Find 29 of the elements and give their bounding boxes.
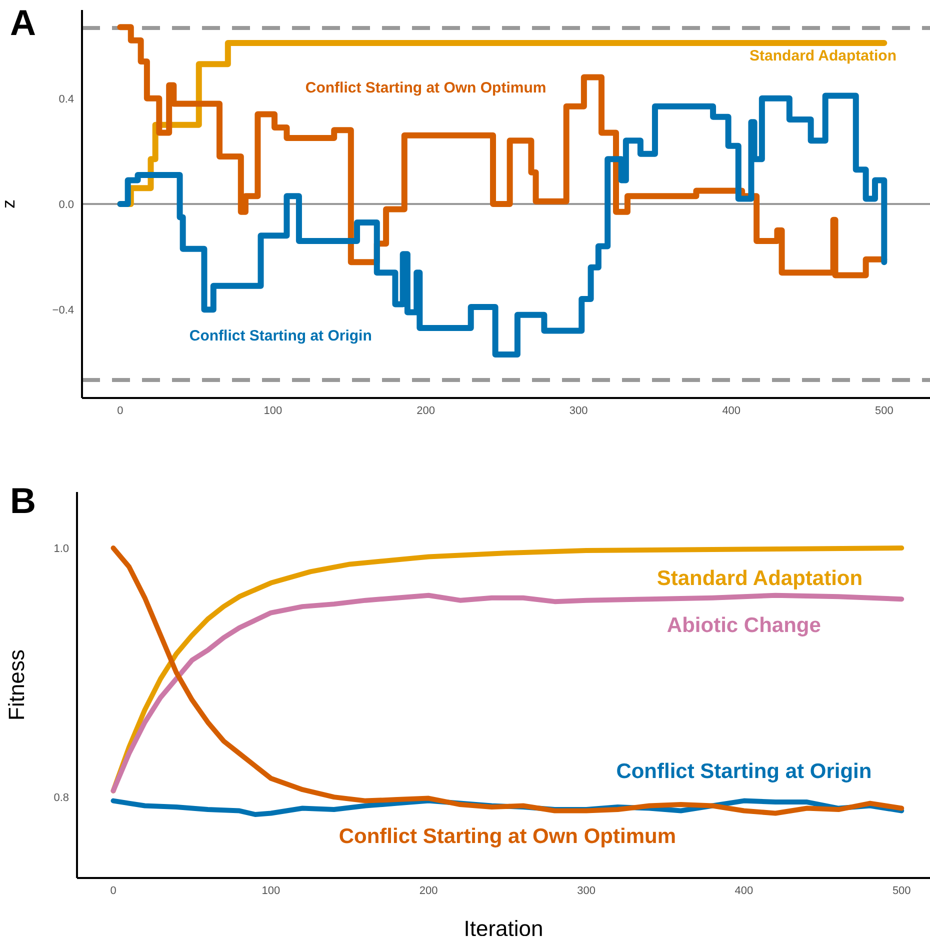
series-label: Conflict Starting at Own Optimum [305, 79, 546, 96]
y-tick-label: 1.0 [54, 542, 69, 555]
x-tick-label: 400 [734, 884, 754, 897]
x-tick-label: 500 [874, 404, 894, 417]
chart-title: A [10, 2, 36, 44]
x-tick-label: 100 [262, 884, 280, 897]
x-tick-label: 100 [264, 404, 282, 417]
series-label: Standard Adaptation [750, 48, 897, 65]
y-tick-label: 0.0 [58, 198, 74, 211]
x-axis-title: Iteration [464, 916, 544, 937]
y-axis-title: Fitness [4, 650, 29, 720]
chart-title: B [10, 480, 36, 522]
x-tick-label: 200 [416, 404, 435, 417]
y-tick-label: 0.8 [54, 792, 69, 804]
series-label: Standard Adaptation [656, 567, 863, 592]
series-label: Conflict Starting at Origin [616, 760, 872, 784]
x-tick-label: 300 [569, 404, 588, 417]
x-tick-label: 200 [419, 884, 438, 897]
y-axis-title: z [0, 200, 18, 208]
x-tick-label: 400 [722, 404, 741, 417]
series-label: Conflict Starting at Own Optimum [338, 824, 676, 849]
y-tick-label: 0.4 [58, 93, 74, 106]
series-label: Abiotic Change [666, 614, 821, 638]
x-tick-label: 500 [892, 884, 911, 897]
x-tick-label: 0 [110, 884, 116, 897]
x-tick-label: 0 [117, 404, 124, 417]
x-tick-label: 300 [577, 884, 596, 897]
y-tick-label: −0.4 [52, 304, 74, 316]
series-label: Conflict Starting at Origin [189, 327, 372, 344]
